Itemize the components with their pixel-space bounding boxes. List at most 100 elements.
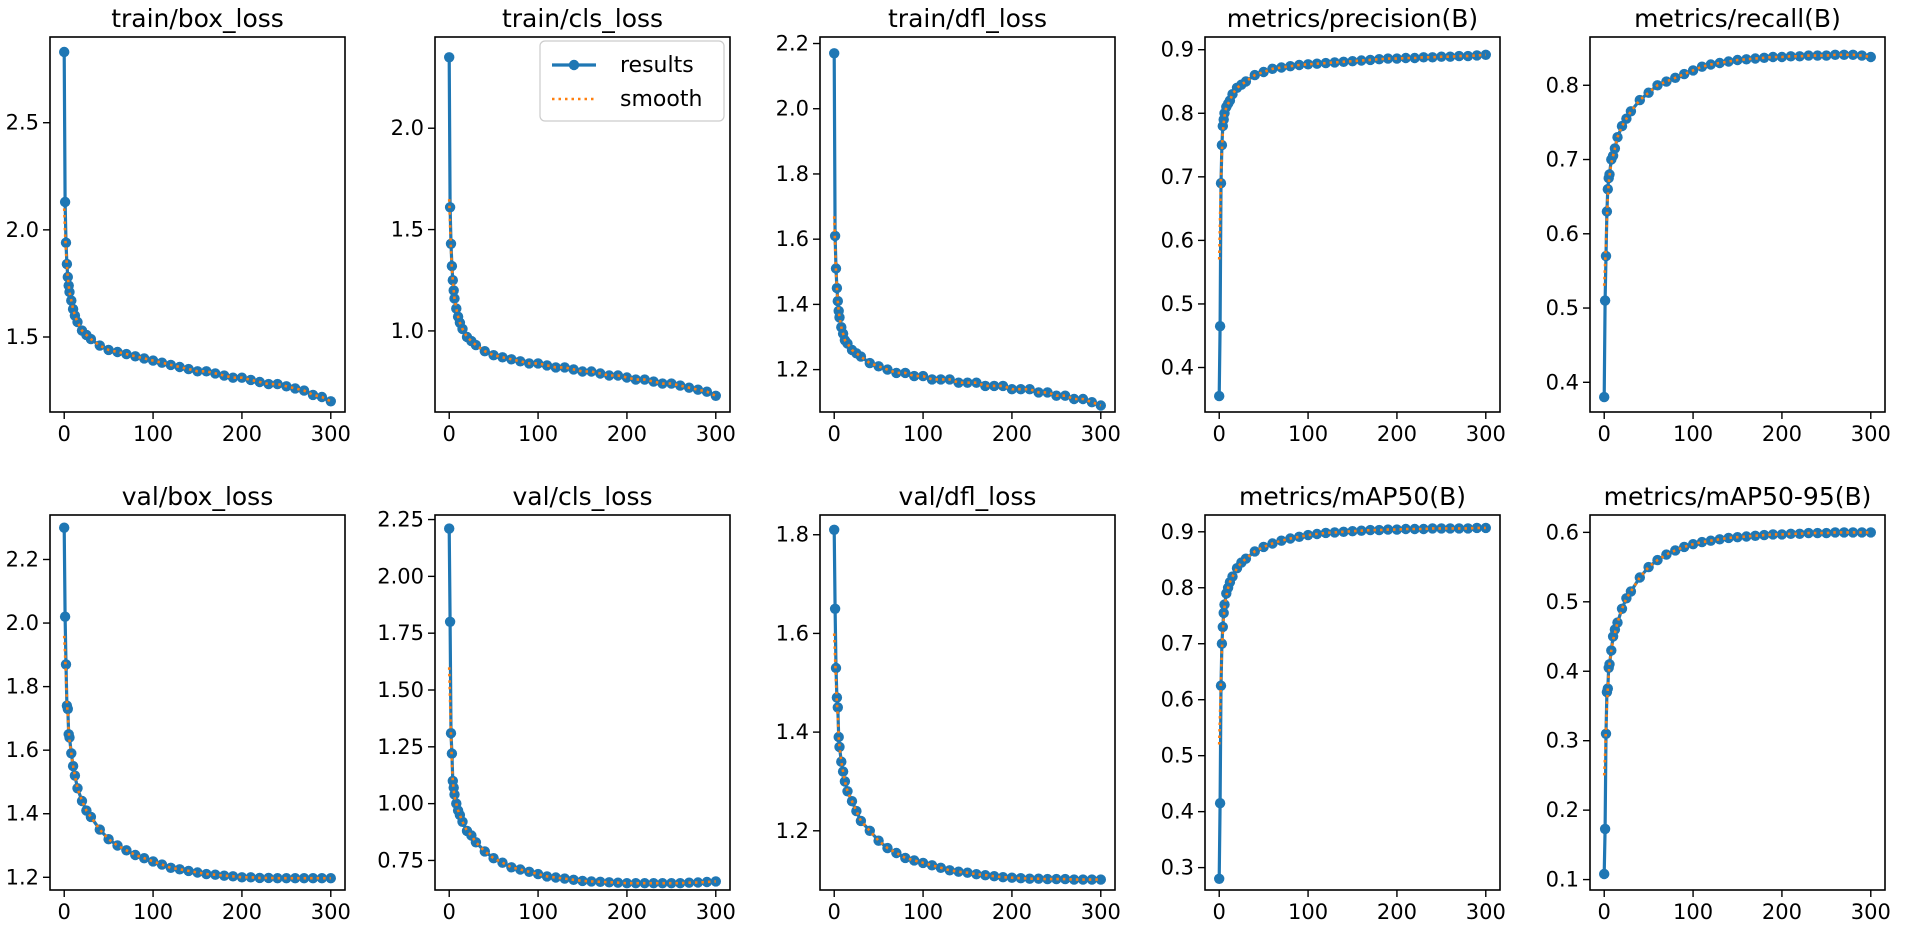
x-tick-label: 300 bbox=[1851, 422, 1891, 446]
data-point bbox=[559, 362, 570, 373]
axes-frame bbox=[49, 36, 346, 413]
data-point bbox=[1347, 56, 1358, 67]
data-point bbox=[935, 374, 946, 385]
data-point bbox=[1086, 874, 1098, 885]
x-tick-label: 300 bbox=[1081, 900, 1121, 924]
data-point bbox=[1347, 526, 1358, 537]
data-point bbox=[997, 380, 1009, 392]
data-point bbox=[675, 878, 686, 889]
data-point bbox=[971, 869, 982, 880]
data-point bbox=[1068, 874, 1080, 885]
y-tick-label: 1.0 bbox=[391, 319, 424, 343]
data-point bbox=[201, 366, 212, 377]
subplot-val-cls-loss: val/cls_loss 0 100 200 300 0.75 1.00 1.25 1.50 1.… bbox=[377, 482, 736, 924]
data-point bbox=[873, 361, 884, 372]
y-tick-label: 0.8 bbox=[1161, 576, 1194, 600]
y-tick-label: 2.0 bbox=[6, 611, 39, 635]
data-point bbox=[139, 353, 150, 364]
y-tick-label: 1.8 bbox=[776, 523, 809, 547]
x-tick-label: 100 bbox=[133, 900, 173, 924]
data-point bbox=[1612, 617, 1623, 628]
x-tick-label: 200 bbox=[1377, 422, 1417, 446]
data-point bbox=[909, 370, 920, 382]
data-point bbox=[64, 732, 75, 743]
data-point bbox=[451, 303, 462, 314]
data-point bbox=[245, 374, 256, 386]
data-point bbox=[1696, 61, 1708, 72]
y-tick-label: 2.0 bbox=[776, 97, 809, 121]
data-point bbox=[834, 741, 845, 753]
legend-results-label: results bbox=[620, 53, 694, 78]
data-point bbox=[1794, 51, 1805, 62]
data-point bbox=[1453, 50, 1465, 62]
x-tick-label: 0 bbox=[443, 900, 456, 924]
panel-title: metrics/mAP50(B) bbox=[1239, 482, 1466, 511]
data-point bbox=[855, 351, 867, 362]
x-tick-label: 0 bbox=[828, 900, 841, 924]
data-point bbox=[1391, 524, 1403, 535]
data-point bbox=[1462, 523, 1474, 534]
data-point bbox=[891, 367, 902, 379]
data-point bbox=[900, 852, 911, 864]
data-point bbox=[1838, 527, 1850, 538]
y-tick-label: 0.4 bbox=[1161, 800, 1194, 824]
y-tick-label: 1.6 bbox=[6, 738, 39, 762]
data-point bbox=[69, 770, 81, 781]
data-point bbox=[532, 358, 544, 369]
x-tick-label: 0 bbox=[1598, 422, 1611, 446]
data-point bbox=[1785, 51, 1797, 62]
data-point bbox=[1794, 528, 1805, 539]
data-point bbox=[1812, 50, 1823, 61]
series-results bbox=[1599, 49, 1877, 403]
data-point bbox=[515, 356, 526, 367]
results-line bbox=[447, 528, 716, 885]
panel-title: train/cls_loss bbox=[502, 4, 663, 33]
data-point bbox=[541, 360, 553, 371]
data-point bbox=[831, 692, 843, 703]
data-point bbox=[1696, 536, 1708, 548]
x-tick-label: 100 bbox=[133, 422, 173, 446]
y-tick-label: 0.6 bbox=[1161, 228, 1194, 252]
y-tick-label: 1.6 bbox=[776, 621, 809, 645]
data-point bbox=[1741, 531, 1752, 542]
panel-title: train/box_loss bbox=[111, 4, 284, 33]
data-point bbox=[94, 340, 106, 351]
data-point bbox=[1865, 51, 1877, 63]
data-point bbox=[1320, 527, 1332, 539]
data-point bbox=[710, 390, 721, 401]
data-point bbox=[263, 378, 274, 390]
data-point bbox=[1599, 295, 1611, 306]
data-point bbox=[621, 878, 633, 889]
data-point bbox=[165, 862, 176, 873]
x-tick-label: 100 bbox=[518, 900, 558, 924]
x-tick-label: 200 bbox=[607, 900, 647, 924]
x-tick-label: 300 bbox=[311, 900, 351, 924]
panel-title: metrics/recall(B) bbox=[1634, 4, 1841, 33]
y-tick-label: 1.2 bbox=[776, 819, 809, 843]
subplot-val-dfl-loss: val/dfl_loss 0 100 200 300 1.2 1.4 1.6 1.8 bbox=[776, 482, 1121, 924]
data-point bbox=[219, 870, 230, 881]
panel-title: metrics/precision(B) bbox=[1227, 4, 1478, 33]
y-tick-label: 0.4 bbox=[1546, 659, 1579, 683]
x-tick-label: 200 bbox=[992, 900, 1032, 924]
data-point bbox=[829, 48, 840, 59]
data-point bbox=[666, 378, 677, 389]
data-point bbox=[1661, 76, 1672, 87]
x-tick-label: 300 bbox=[1466, 900, 1506, 924]
data-point bbox=[577, 875, 588, 887]
x-tick-label: 200 bbox=[1762, 900, 1802, 924]
data-point bbox=[210, 869, 221, 880]
panel-title: val/box_loss bbox=[122, 482, 273, 511]
x-tick-label: 0 bbox=[1213, 422, 1226, 446]
data-point bbox=[497, 352, 508, 363]
data-point bbox=[1374, 54, 1385, 65]
data-point bbox=[997, 872, 1009, 883]
data-point bbox=[829, 524, 840, 535]
y-tick-label: 1.5 bbox=[391, 218, 424, 242]
x-tick-label: 0 bbox=[443, 422, 456, 446]
x-tick-label: 0 bbox=[1213, 900, 1226, 924]
y-tick-label: 1.6 bbox=[776, 227, 809, 251]
subplot-val-box-loss: val/box_loss 0 100 200 300 1.2 1.4 1.6 1.8 2.0 2.2 bbox=[6, 482, 351, 924]
y-tick-label: 0.4 bbox=[1161, 356, 1194, 380]
data-point bbox=[891, 847, 902, 859]
